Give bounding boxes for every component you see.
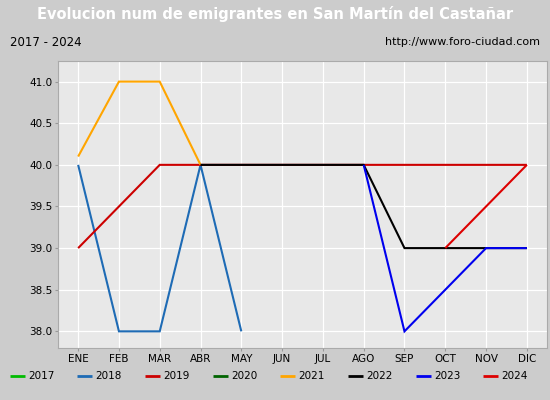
- Text: 2018: 2018: [96, 371, 122, 381]
- Text: 2017: 2017: [28, 371, 54, 381]
- Text: 2019: 2019: [163, 371, 190, 381]
- Text: Evolucion num de emigrantes en San Martín del Castañar: Evolucion num de emigrantes en San Martí…: [37, 6, 513, 22]
- Text: 2022: 2022: [366, 371, 393, 381]
- Text: http://www.foro-ciudad.com: http://www.foro-ciudad.com: [385, 37, 540, 47]
- Text: 2020: 2020: [231, 371, 257, 381]
- Text: 2017 - 2024: 2017 - 2024: [10, 36, 81, 49]
- Text: 2021: 2021: [299, 371, 325, 381]
- Text: 2023: 2023: [434, 371, 460, 381]
- Text: 2024: 2024: [502, 371, 528, 381]
